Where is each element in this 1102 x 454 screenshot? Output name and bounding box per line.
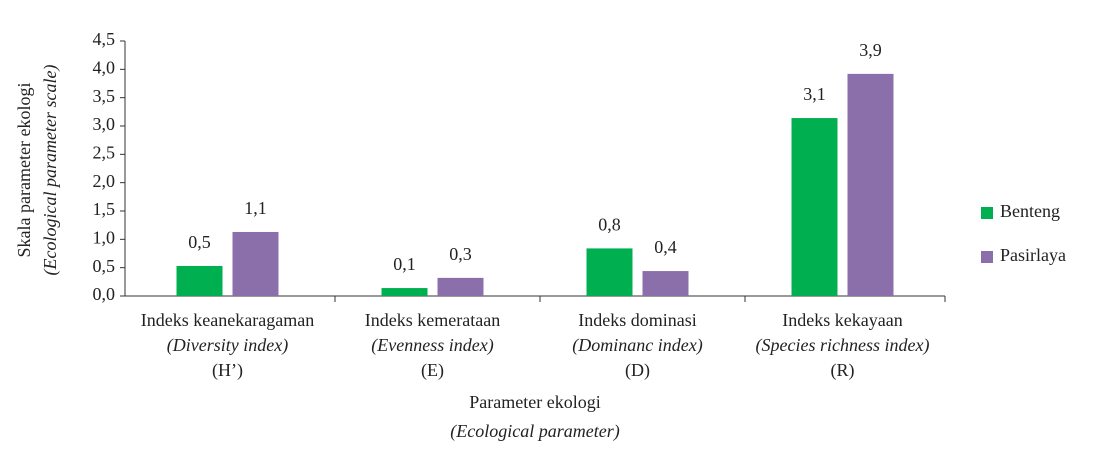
x-tick-label: (Evenness index) (371, 335, 493, 356)
x-title: Parameter ekologi (469, 392, 600, 412)
x-tick-label: (H’) (212, 360, 243, 381)
data-label: 0,1 (393, 254, 416, 274)
x-tick-label: (Dominanc index) (572, 335, 702, 356)
x-tick-label: (R) (831, 360, 855, 381)
y-title: Skala parameter ekologi (Ecological para… (14, 65, 61, 276)
y-tick-label: 2,0 (93, 171, 116, 191)
bar (791, 118, 838, 296)
bar (437, 277, 484, 296)
x-tick-label: (E) (421, 360, 444, 381)
y-title-line: Skala parameter ekologi (14, 83, 34, 258)
y-tick-label: 3,5 (93, 86, 116, 106)
y-tick-label: 3,0 (93, 114, 116, 134)
data-label: 1,1 (244, 198, 267, 218)
legend-label: Benteng (1000, 201, 1060, 221)
x-title: (Ecological parameter) (450, 421, 619, 442)
data-label: 0,4 (654, 237, 677, 257)
bar (232, 231, 279, 296)
legend-label: Pasirlaya (1000, 245, 1066, 265)
y-tick-label: 4,0 (93, 57, 116, 77)
x-tick-label: (Diversity index) (167, 335, 288, 356)
bar (586, 248, 633, 296)
data-label: 0,5 (188, 232, 211, 252)
x-tick-label: Indeks kekayaan (782, 310, 902, 330)
y-tick-label: 0,5 (93, 256, 116, 276)
bar (381, 288, 428, 296)
y-tick-label: 2,5 (93, 142, 116, 162)
x-tick-label: Indeks kemerataan (365, 310, 500, 330)
bar (176, 265, 223, 296)
x-tick-label: (D) (625, 360, 650, 381)
x-tick-label: Indeks dominasi (578, 310, 697, 330)
x-tick-label: (Species richness index) (756, 335, 930, 356)
legend-swatch (981, 207, 993, 219)
data-label: 3,9 (859, 40, 882, 60)
y-tick-label: 0,0 (93, 284, 116, 304)
data-label: 0,3 (449, 244, 472, 264)
data-label: 0,8 (598, 215, 621, 235)
y-tick-label: 1,5 (93, 199, 116, 219)
bar (642, 271, 689, 296)
data-label: 3,1 (803, 84, 826, 104)
legend-swatch (981, 251, 993, 263)
y-title-line: (Ecological parameter scale) (40, 65, 61, 276)
y-tick-label: 4,5 (93, 29, 116, 49)
bar (847, 73, 894, 296)
x-tick-label: Indeks keanekaragaman (141, 310, 314, 330)
y-tick-label: 1,0 (93, 227, 116, 247)
